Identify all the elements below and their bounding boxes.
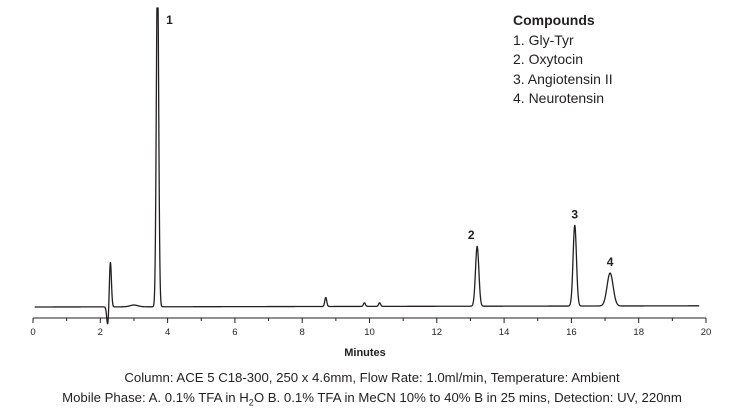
legend-item-angiotensin: 3. Angiotensin II — [513, 70, 613, 87]
compounds-legend: Compounds 1. Gly-Tyr 2. Oxytocin 3. Angi… — [513, 11, 613, 109]
x-tick-label: 20 — [701, 327, 712, 338]
legend-title: Compounds — [513, 12, 595, 28]
x-tick-label: 4 — [165, 327, 170, 338]
peak-label-2: 2 — [468, 228, 475, 242]
caption-mobile-phase: Mobile Phase: A. 0.1% TFA in H2O B. 0.1%… — [62, 390, 682, 408]
chromatogram-trace — [34, 7, 700, 325]
peak-label-3: 3 — [571, 207, 578, 221]
x-tick-label: 0 — [30, 327, 35, 338]
x-tick-label: 8 — [300, 327, 305, 338]
legend-item-neurotensin: 4. Neurotensin — [513, 90, 605, 106]
peak-label-1: 1 — [166, 13, 173, 27]
method-caption: Column: ACE 5 C18-300, 250 x 4.6mm, Flow… — [0, 368, 744, 413]
peak-labels: 1 2 3 4 — [166, 13, 614, 269]
x-tick-label: 10 — [364, 327, 375, 338]
legend-item-oxytocin: 2. Oxytocin — [513, 51, 584, 67]
x-axis: 0 2 4 6 8 10 12 14 16 18 20 — [30, 317, 712, 338]
x-axis-label: Minutes — [344, 347, 386, 359]
peak-label-4: 4 — [607, 255, 614, 269]
legend-item-gly-tyr: 1. Gly-Tyr — [513, 31, 574, 48]
x-tick-label: 2 — [98, 327, 103, 338]
x-tick-label: 14 — [499, 327, 510, 338]
x-tick-label: 16 — [566, 327, 577, 338]
x-tick-label: 18 — [633, 327, 644, 338]
x-tick-label: 6 — [232, 327, 237, 338]
caption-column-info: Column: ACE 5 C18-300, 250 x 4.6mm, Flow… — [124, 370, 620, 385]
x-tick-label: 12 — [432, 327, 443, 338]
